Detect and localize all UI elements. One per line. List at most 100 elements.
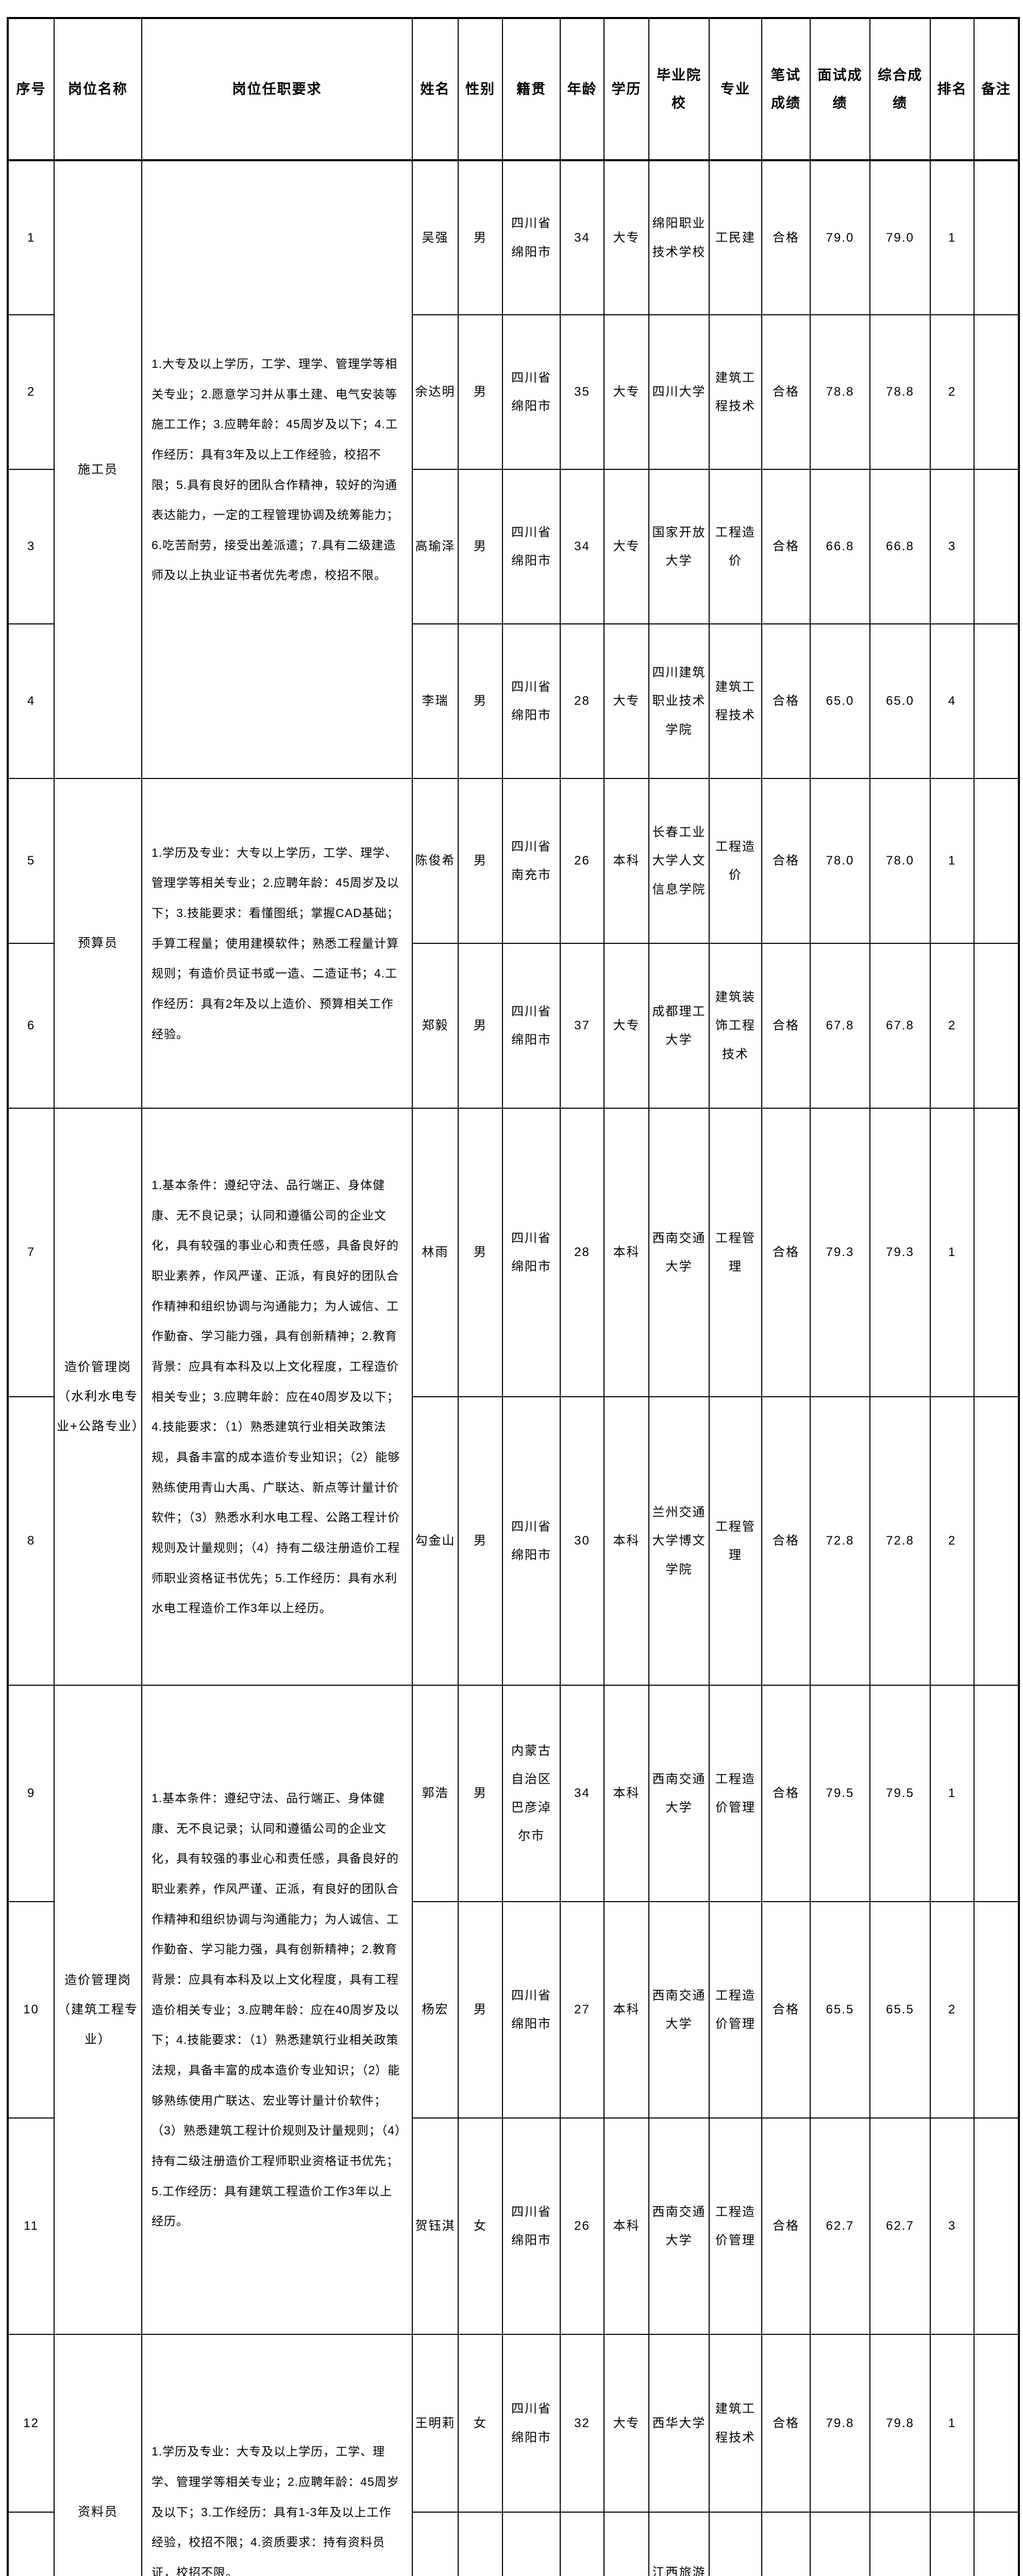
- table-row: 8 勾金山男四川省绵阳市 30 本科 兰州交通大学博文学院 工程管理 合格 72.8 72.8 2: [7, 1396, 1019, 1686]
- cell-education: 本科: [603, 1901, 649, 2119]
- table-row: 10 杨宏男四川省绵阳市 27 本科 西南交通大学 工程造价管理 合格 65.5 65.5 2: [7, 1901, 1019, 2119]
- cell-interview-score: 68.8: [810, 2512, 870, 2576]
- cell-gender: 女: [458, 2117, 503, 2335]
- cell-interview-score: 65.5: [810, 1901, 870, 2119]
- cell-major: 工程造价管理: [709, 2117, 762, 2335]
- cell-overall-score: 65.5: [869, 1901, 931, 2119]
- cell-gender: 男: [458, 1108, 503, 1397]
- cell-interview-score: 79.3: [810, 1108, 870, 1397]
- recruitment-results-table: 序号 岗位名称 岗位任职要求 姓名 性别 籍贯 年龄 学历 毕业院校 专业 笔试…: [7, 17, 1020, 2576]
- cell-no: 11: [7, 2117, 55, 2335]
- cell-written-score: 合格: [761, 314, 811, 470]
- table-row: 7 造价管理岗（水利水电专业+公路专业） 1.基本条件：遵纪守法、品行端正、身体健康…: [7, 1108, 1019, 1686]
- cell-rank: 3: [930, 469, 975, 624]
- cell-education: 本科: [603, 1396, 649, 1686]
- cell-written-score: 合格: [761, 1108, 811, 1397]
- cell-note: [974, 160, 1019, 315]
- cell-written-score: 合格: [761, 1901, 811, 2119]
- cell-name: 勾金山: [412, 1396, 459, 1686]
- cell-hometown: 四川省南充市: [502, 778, 561, 944]
- cell-hometown: 内蒙古自治区巴彦淖尔市: [502, 1685, 561, 1902]
- cell-interview-score: 62.7: [810, 2117, 870, 2335]
- table-row: 2 余达明男四川省绵阳市 35 大专 四川大学 建筑工程技术 合格 78.8 78.8 2: [7, 314, 1019, 470]
- cell-no: 5: [7, 778, 55, 944]
- cell-major: 工程造价: [709, 2512, 762, 2576]
- cell-interview-score: 78.0: [810, 778, 870, 944]
- cell-written-score: 合格: [761, 778, 811, 944]
- cell-hometown: 四川省绵阳市: [502, 2512, 561, 2576]
- cell-name: 陈俊希: [412, 778, 459, 944]
- cell-note: [974, 1396, 1019, 1686]
- position-cell: 资料员: [54, 2334, 142, 2576]
- cell-education: 大专: [603, 2334, 649, 2513]
- cell-interview-score: 79.0: [810, 160, 870, 315]
- cell-education: 本科: [603, 1685, 649, 1902]
- cell-name: 李瑞: [412, 623, 459, 779]
- col-header-overall-score: 综合成绩: [869, 18, 931, 161]
- cell-hometown: 四川省绵阳市: [502, 623, 561, 779]
- table-row: 5 预算员 1.学历及专业：大专以上学历，工学、理学、管理学等相关专业；2.应聘年龄…: [7, 778, 1019, 1109]
- requirement-cell: 1.学历及专业：大专以上学历，工学、理学、管理学等相关专业；2.应聘年龄：45周…: [141, 778, 413, 1109]
- cell-age: 30: [560, 2512, 605, 2576]
- cell-age: 28: [560, 623, 605, 779]
- cell-interview-score: 67.8: [810, 943, 870, 1109]
- cell-note: [974, 1901, 1019, 2119]
- cell-gender: 男: [458, 778, 503, 944]
- cell-major: 工程造价管理: [709, 1685, 762, 1902]
- cell-education: 本科: [603, 2117, 649, 2335]
- cell-overall-score: 62.7: [869, 2117, 931, 2335]
- col-header-gender: 性别: [458, 18, 503, 161]
- cell-written-score: 合格: [761, 2512, 811, 2576]
- cell-note: [974, 314, 1019, 470]
- cell-age: 27: [560, 1901, 605, 2119]
- cell-overall-score: 79.3: [869, 1108, 931, 1397]
- cell-gender: 男: [458, 943, 503, 1109]
- cell-age: 35: [560, 314, 605, 470]
- cell-hometown: 四川省绵阳市: [502, 469, 561, 624]
- col-header-note: 备注: [974, 18, 1019, 161]
- cell-gender: 男: [458, 469, 503, 624]
- cell-major: 建筑工程技术: [709, 2334, 762, 2513]
- cell-rank: 1: [930, 160, 975, 315]
- cell-name: 林雨: [412, 1108, 459, 1397]
- cell-rank: 1: [930, 2334, 975, 2513]
- cell-name: 郑毅: [412, 943, 459, 1109]
- cell-education: 大专: [603, 160, 649, 315]
- cell-gender: 男: [458, 1901, 503, 2119]
- col-header-requirement: 岗位任职要求: [141, 18, 413, 161]
- cell-hometown: 四川省绵阳市: [502, 1396, 561, 1686]
- cell-no: 4: [7, 623, 55, 779]
- cell-education: 大专: [603, 2512, 649, 2576]
- position-cell: 施工员: [54, 160, 142, 779]
- header-row: 序号 岗位名称 岗位任职要求 姓名 性别 籍贯 年龄 学历 毕业院校 专业 笔试…: [7, 18, 1019, 161]
- col-header-education: 学历: [603, 18, 649, 161]
- cell-school: 绵阳职业技术学校: [648, 160, 710, 315]
- table-row: 4 李瑞男四川省绵阳市 28 大专 四川建筑职业技术学院 建筑工程技术 合格 65.0 65.0…: [7, 623, 1019, 779]
- cell-school: 长春工业大学人文信息学院: [648, 778, 710, 944]
- cell-school: 成都理工大学: [648, 943, 710, 1109]
- cell-education: 大专: [603, 943, 649, 1109]
- cell-major: 工程造价: [709, 778, 762, 944]
- cell-major: 工程管理: [709, 1396, 762, 1686]
- cell-note: [974, 1108, 1019, 1397]
- table-body: 1 施工员 1.大专及以上学历，工学、理学、管理学等相关专业；2.愿意学习并从事土建…: [7, 160, 1019, 2576]
- cell-school: 西南交通大学: [648, 1901, 710, 2119]
- cell-note: [974, 2334, 1019, 2513]
- cell-written-score: 合格: [761, 1685, 811, 1902]
- cell-note: [974, 469, 1019, 624]
- position-cell: 造价管理岗（建筑工程专业）: [54, 1685, 142, 2335]
- cell-no: 13: [7, 2512, 55, 2576]
- cell-overall-score: 79.0: [869, 160, 931, 315]
- cell-rank: 3: [930, 2117, 975, 2335]
- cell-no: 6: [7, 943, 55, 1109]
- cell-hometown: 四川省绵阳市: [502, 2334, 561, 2513]
- cell-rank: 2: [930, 1901, 975, 2119]
- cell-written-score: 合格: [761, 1396, 811, 1686]
- cell-written-score: 合格: [761, 160, 811, 315]
- col-header-rank: 排名: [930, 18, 975, 161]
- cell-no: 12: [7, 2334, 55, 2513]
- cell-overall-score: 78.0: [869, 778, 931, 944]
- requirement-cell: 1.学历及专业：大专及以上学历，工学、理学、管理学等相关专业；2.应聘年龄：45…: [141, 2334, 413, 2576]
- col-header-hometown: 籍贯: [502, 18, 561, 161]
- cell-note: [974, 2117, 1019, 2335]
